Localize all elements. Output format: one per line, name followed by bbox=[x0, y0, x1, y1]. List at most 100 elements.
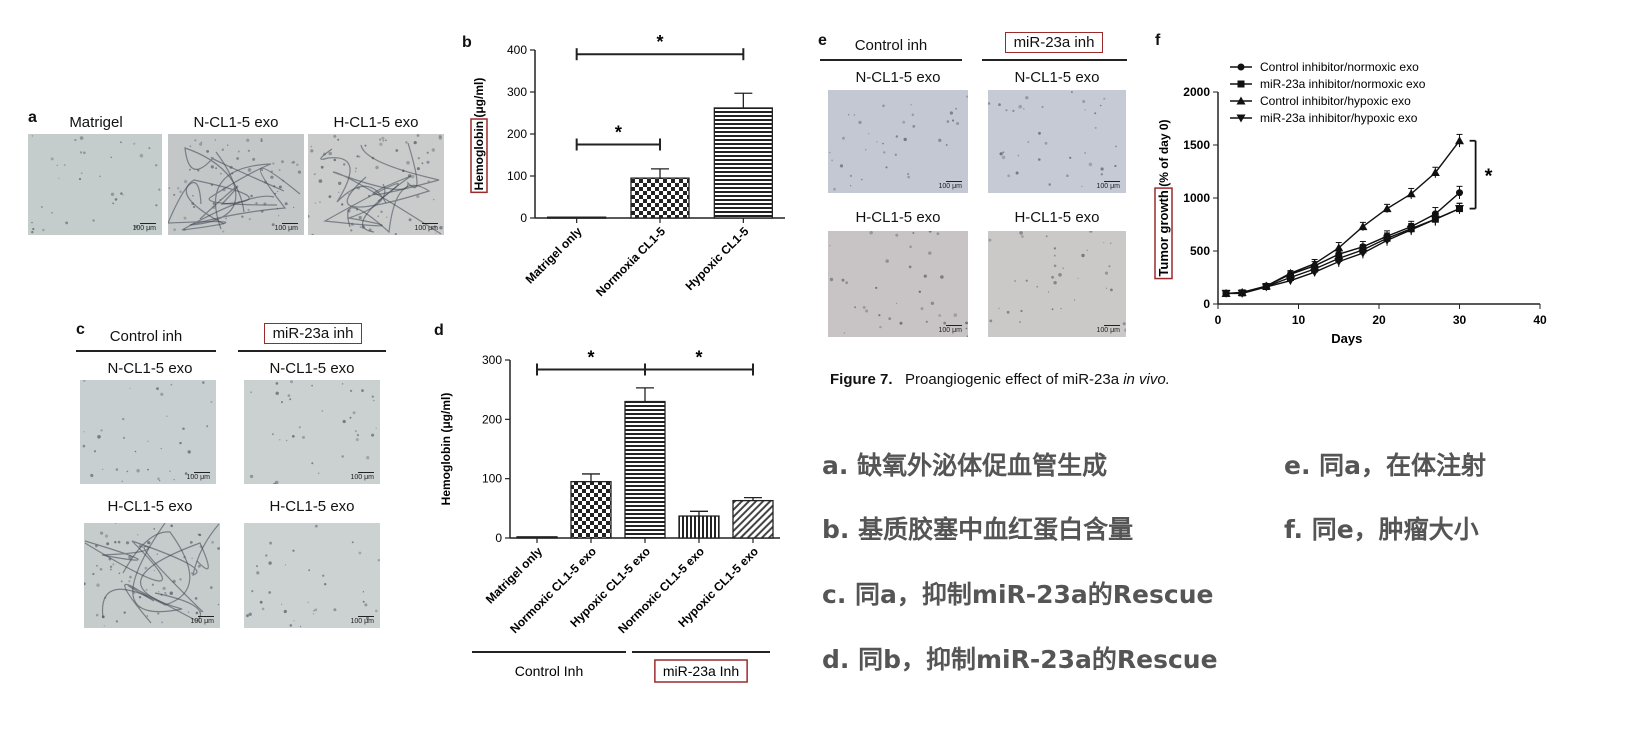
group-label-right: miR-23a Inh bbox=[663, 663, 739, 679]
data-point bbox=[1455, 205, 1464, 214]
y-tick-label: 0 bbox=[520, 211, 527, 225]
panel-e-caption-4: H-CL1-5 exo bbox=[1014, 209, 1100, 226]
panel-c-label: c bbox=[76, 321, 85, 338]
group-rule bbox=[820, 59, 962, 61]
y-tick-label: 200 bbox=[482, 412, 502, 426]
bar bbox=[732, 499, 774, 539]
x-tick-label: 30 bbox=[1453, 313, 1467, 327]
y-axis-label: Hemoglobin (μg/ml) bbox=[439, 393, 453, 506]
y-tick-label: 400 bbox=[507, 43, 527, 57]
data-point bbox=[1382, 236, 1392, 245]
note-e: e. 同a，在体注射 bbox=[1284, 451, 1487, 480]
data-point bbox=[1334, 243, 1344, 252]
y-tick-label: 1000 bbox=[1183, 191, 1210, 205]
x-tick-label: Matrigel only bbox=[523, 224, 585, 286]
panel-e-group-right: miR-23a inh bbox=[984, 32, 1124, 53]
y-tick-label: 500 bbox=[1190, 244, 1210, 258]
panel-e-caption-1: N-CL1-5 exo bbox=[855, 69, 941, 86]
significance-label: * bbox=[587, 347, 594, 367]
panel-d-label: d bbox=[434, 322, 444, 339]
group-rule bbox=[76, 350, 216, 352]
highlight-box: miR-23a inh bbox=[263, 323, 363, 344]
data-point bbox=[1285, 277, 1295, 286]
data-point bbox=[1456, 189, 1463, 197]
scale-bar-label: 100 μm bbox=[274, 225, 299, 232]
panel-c-caption-2: N-CL1-5 exo bbox=[269, 360, 355, 377]
chart-f: 0 500 1000 1500 2000 0 10 20 30 40 Days Tumor growt… bbox=[1154, 60, 1547, 346]
y-axis-label: Tumor growth (% of day 0) bbox=[1156, 119, 1171, 276]
series-line bbox=[1225, 192, 1460, 295]
y-axis-label-unit: (% of day 0) bbox=[1157, 119, 1171, 190]
panel-b-label: b bbox=[462, 34, 472, 51]
x-tick-label: Hypoxic CL1-5 bbox=[683, 224, 752, 293]
bar bbox=[678, 515, 720, 539]
micrograph-e-2: 100 μm bbox=[988, 90, 1126, 193]
panel-c-caption-4: H-CL1-5 exo bbox=[269, 498, 355, 515]
x-axis-label: Days bbox=[1331, 331, 1362, 346]
y-axis-label-unit: (μg/ml) bbox=[472, 78, 486, 121]
panel-c-group-right: miR-23a inh bbox=[238, 323, 388, 344]
data-point bbox=[1406, 189, 1416, 198]
data-point bbox=[1455, 136, 1464, 145]
scale-bar-label: 100 μm bbox=[186, 474, 211, 481]
micrograph-e-1: 100 μm bbox=[828, 90, 968, 193]
bar bbox=[630, 177, 690, 219]
significance-label: * bbox=[656, 35, 663, 52]
micrograph-matrigel: 100 μm bbox=[28, 134, 162, 235]
panel-e-label: e bbox=[818, 32, 827, 49]
y-tick-label: 0 bbox=[495, 531, 502, 545]
figure-caption-text: Proangiogenic effect of miR-23a bbox=[905, 371, 1124, 388]
scale-bar-label: 100 μm bbox=[1096, 183, 1121, 190]
y-axis-label-highlight: Hemoglobin bbox=[472, 121, 486, 190]
panel-e-caption-2: N-CL1-5 exo bbox=[1014, 69, 1100, 86]
note-b: b. 基质胶塞中血红蛋白含量 bbox=[822, 515, 1134, 544]
figure-caption-label: Figure 7. bbox=[830, 371, 893, 388]
scale-bar-label: 100 μm bbox=[938, 183, 963, 190]
y-tick-label: 1500 bbox=[1183, 138, 1210, 152]
highlight-box bbox=[470, 118, 488, 194]
note-f: f. 同e，肿瘤大小 bbox=[1284, 515, 1479, 544]
panel-f-label: f bbox=[1155, 32, 1161, 49]
data-point bbox=[1261, 283, 1271, 292]
y-axis-label: Hemoglobin (μg/ml) bbox=[472, 78, 486, 191]
significance-label: * bbox=[1485, 166, 1493, 188]
chart-b: 0 100 200 300 400 Matrigel only Normoxia CL1-5… bbox=[470, 35, 785, 299]
figure-caption: Figure 7. Proangiogenic effect of miR-23… bbox=[830, 371, 1170, 388]
data-point bbox=[1406, 226, 1416, 235]
scale-bar-label: 100 μm bbox=[938, 327, 963, 334]
x-tick-label: 20 bbox=[1372, 313, 1386, 327]
bar bbox=[624, 400, 666, 539]
panel-c-caption-3: H-CL1-5 exo bbox=[107, 498, 193, 515]
panel-c-group-left: Control inh bbox=[109, 328, 183, 345]
x-tick-label: 10 bbox=[1292, 313, 1306, 327]
panel-e-group-left: Control inh bbox=[854, 37, 928, 54]
micrograph-n-cl1-5: 100 μm bbox=[168, 134, 304, 235]
legend-marker bbox=[1237, 63, 1245, 71]
y-tick-label: 100 bbox=[482, 472, 502, 486]
figure-caption-italic: in vivo. bbox=[1123, 371, 1170, 388]
y-tick-label: 2000 bbox=[1183, 85, 1210, 99]
data-point bbox=[1221, 289, 1231, 298]
y-axis-label-highlight: Tumor growth bbox=[1156, 190, 1171, 276]
legend-marker bbox=[1237, 80, 1245, 88]
scale-bar-label: 100 μm bbox=[350, 474, 375, 481]
significance-label: * bbox=[695, 347, 702, 367]
group-rule bbox=[982, 59, 1127, 61]
y-tick-label: 300 bbox=[507, 85, 527, 99]
micrograph-c-3: 100 μm bbox=[84, 523, 220, 628]
y-tick-label: 300 bbox=[482, 353, 502, 367]
data-point bbox=[1430, 168, 1440, 177]
highlight-box bbox=[654, 659, 748, 683]
panel-e-caption-3: H-CL1-5 exo bbox=[855, 209, 941, 226]
micrograph-h-cl1-5: 100 μm bbox=[308, 134, 444, 235]
y-tick-label: 200 bbox=[507, 127, 527, 141]
data-point bbox=[1285, 268, 1295, 277]
data-point bbox=[1237, 289, 1247, 298]
highlight-box bbox=[1154, 187, 1173, 280]
micrograph-c-4: 100 μm bbox=[244, 523, 380, 628]
data-point bbox=[1430, 215, 1440, 224]
data-point bbox=[1310, 259, 1320, 268]
scale-bar-label: 100 μm bbox=[1096, 327, 1121, 334]
group-rule bbox=[238, 350, 386, 352]
